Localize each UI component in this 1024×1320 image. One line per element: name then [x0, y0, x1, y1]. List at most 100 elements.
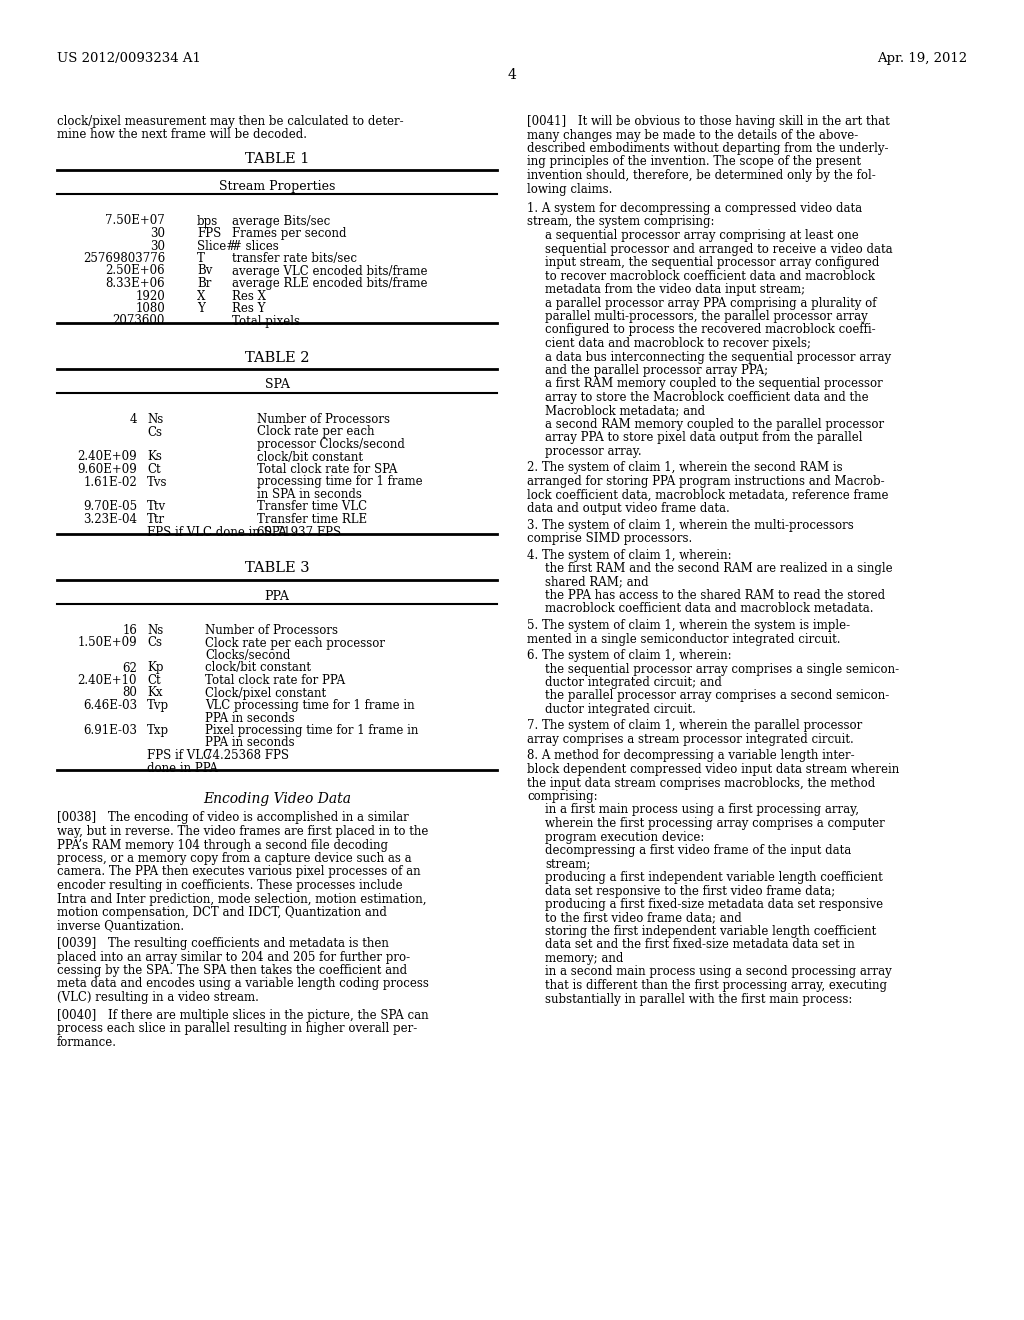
Text: SPA: SPA [264, 379, 290, 392]
Text: VLC processing time for 1 frame in: VLC processing time for 1 frame in [205, 700, 415, 711]
Text: Transfer time RLE: Transfer time RLE [257, 513, 368, 525]
Text: formance.: formance. [57, 1035, 117, 1048]
Text: Y: Y [197, 302, 205, 315]
Text: configured to process the recovered macroblock coeffi-: configured to process the recovered macr… [545, 323, 876, 337]
Text: way, but in reverse. The video frames are first placed in to the: way, but in reverse. The video frames ar… [57, 825, 428, 838]
Text: 60.71937 FPS: 60.71937 FPS [257, 525, 341, 539]
Text: many changes may be made to the details of the above-: many changes may be made to the details … [527, 128, 858, 141]
Text: 3.23E-04: 3.23E-04 [83, 513, 137, 525]
Text: bps: bps [197, 214, 218, 227]
Text: Clock/pixel constant: Clock/pixel constant [205, 686, 326, 700]
Text: mine how the next frame will be decoded.: mine how the next frame will be decoded. [57, 128, 307, 141]
Text: PPA: PPA [264, 590, 290, 602]
Text: array to store the Macroblock coefficient data and the: array to store the Macroblock coefficien… [545, 391, 868, 404]
Text: 74.25368 FPS: 74.25368 FPS [205, 748, 289, 762]
Text: cient data and macroblock to recover pixels;: cient data and macroblock to recover pix… [545, 337, 811, 350]
Text: macroblock coefficient data and macroblock metadata.: macroblock coefficient data and macroblo… [545, 602, 873, 615]
Text: Ttr: Ttr [147, 513, 165, 525]
Text: 6. The system of claim 1, wherein:: 6. The system of claim 1, wherein: [527, 649, 731, 663]
Text: meta data and encodes using a variable length coding process: meta data and encodes using a variable l… [57, 978, 429, 990]
Text: to the first video frame data; and: to the first video frame data; and [545, 912, 741, 924]
Text: 6.91E-03: 6.91E-03 [83, 723, 137, 737]
Text: 2.40E+10: 2.40E+10 [78, 675, 137, 686]
Text: input stream, the sequential processor array configured: input stream, the sequential processor a… [545, 256, 880, 269]
Text: stream, the system comprising:: stream, the system comprising: [527, 215, 715, 228]
Text: US 2012/0093234 A1: US 2012/0093234 A1 [57, 51, 201, 65]
Text: 8.33E+06: 8.33E+06 [105, 277, 165, 290]
Text: shared RAM; and: shared RAM; and [545, 576, 648, 589]
Text: parallel multi-processors, the parallel processor array: parallel multi-processors, the parallel … [545, 310, 867, 323]
Text: lowing claims.: lowing claims. [527, 182, 612, 195]
Text: Ttv: Ttv [147, 500, 166, 513]
Text: 30: 30 [150, 227, 165, 240]
Text: [0041] It will be obvious to those having skill in the art that: [0041] It will be obvious to those havin… [527, 115, 890, 128]
Text: Apr. 19, 2012: Apr. 19, 2012 [877, 51, 967, 65]
Text: Bv: Bv [197, 264, 212, 277]
Text: that is different than the first processing array, executing: that is different than the first process… [545, 979, 887, 993]
Text: Ns: Ns [147, 624, 163, 638]
Text: comprising:: comprising: [527, 789, 598, 803]
Text: 9.70E-05: 9.70E-05 [83, 500, 137, 513]
Text: wherein the first processing array comprises a computer: wherein the first processing array compr… [545, 817, 885, 830]
Text: Tvs: Tvs [147, 475, 168, 488]
Text: memory; and: memory; and [545, 952, 624, 965]
Text: FPS if VLC done in SPA: FPS if VLC done in SPA [147, 525, 287, 539]
Text: 9.60E+09: 9.60E+09 [77, 463, 137, 477]
Text: # slices: # slices [232, 239, 279, 252]
Text: Ns: Ns [147, 413, 163, 426]
Text: Number of Processors: Number of Processors [257, 413, 390, 426]
Text: [0040] If there are multiple slices in the picture, the SPA can: [0040] If there are multiple slices in t… [57, 1008, 429, 1022]
Text: 30: 30 [150, 239, 165, 252]
Text: Cs: Cs [147, 636, 162, 649]
Text: encoder resulting in coefficients. These processes include: encoder resulting in coefficients. These… [57, 879, 402, 892]
Text: motion compensation, DCT and IDCT, Quantization and: motion compensation, DCT and IDCT, Quant… [57, 906, 387, 919]
Text: described embodiments without departing from the underly-: described embodiments without departing … [527, 143, 889, 154]
Text: 2. The system of claim 1, wherein the second RAM is: 2. The system of claim 1, wherein the se… [527, 462, 843, 474]
Text: done in PPA: done in PPA [147, 762, 218, 775]
Text: storing the first independent variable length coefficient: storing the first independent variable l… [545, 925, 877, 939]
Text: 5. The system of claim 1, wherein the system is imple-: 5. The system of claim 1, wherein the sy… [527, 619, 850, 632]
Text: [0038] The encoding of video is accomplished in a similar: [0038] The encoding of video is accompli… [57, 812, 409, 825]
Text: array comprises a stream processor integrated circuit.: array comprises a stream processor integ… [527, 733, 854, 746]
Text: Stream Properties: Stream Properties [219, 180, 335, 193]
Text: in a first main process using a first processing array,: in a first main process using a first pr… [545, 804, 859, 817]
Text: metadata from the video data input stream;: metadata from the video data input strea… [545, 282, 805, 296]
Text: substantially in parallel with the first main process:: substantially in parallel with the first… [545, 993, 852, 1006]
Text: 1080: 1080 [135, 302, 165, 315]
Text: comprise SIMD processors.: comprise SIMD processors. [527, 532, 692, 545]
Text: Intra and Inter prediction, mode selection, motion estimation,: Intra and Inter prediction, mode selecti… [57, 892, 427, 906]
Text: mented in a single semiconductor integrated circuit.: mented in a single semiconductor integra… [527, 632, 841, 645]
Text: Ct: Ct [147, 463, 161, 477]
Text: Total pixels: Total pixels [232, 314, 300, 327]
Text: 62: 62 [122, 661, 137, 675]
Text: PPA in seconds: PPA in seconds [205, 737, 295, 750]
Text: PPA’s RAM memory 104 through a second file decoding: PPA’s RAM memory 104 through a second fi… [57, 838, 388, 851]
Text: the input data stream comprises macroblocks, the method: the input data stream comprises macroblo… [527, 776, 876, 789]
Text: cessing by the SPA. The SPA then takes the coefficient and: cessing by the SPA. The SPA then takes t… [57, 964, 408, 977]
Text: Pixel processing time for 1 frame in: Pixel processing time for 1 frame in [205, 723, 419, 737]
Text: TABLE 3: TABLE 3 [245, 561, 309, 576]
Text: camera. The PPA then executes various pixel processes of an: camera. The PPA then executes various pi… [57, 866, 421, 879]
Text: Ks: Ks [147, 450, 162, 463]
Text: a data bus interconnecting the sequential processor array: a data bus interconnecting the sequentia… [545, 351, 891, 363]
Text: data and output video frame data.: data and output video frame data. [527, 502, 730, 515]
Text: 16: 16 [122, 624, 137, 638]
Text: 1.61E-02: 1.61E-02 [83, 475, 137, 488]
Text: average RLE encoded bits/frame: average RLE encoded bits/frame [232, 277, 427, 290]
Text: processor Clocks/second: processor Clocks/second [257, 438, 404, 451]
Text: Tvp: Tvp [147, 700, 169, 711]
Text: a sequential processor array comprising at least one: a sequential processor array comprising … [545, 228, 859, 242]
Text: Macroblock metadata; and: Macroblock metadata; and [545, 404, 706, 417]
Text: 1. A system for decompressing a compressed video data: 1. A system for decompressing a compress… [527, 202, 862, 215]
Text: process, or a memory copy from a capture device such as a: process, or a memory copy from a capture… [57, 851, 412, 865]
Text: sequential processor and arranged to receive a video data: sequential processor and arranged to rec… [545, 243, 893, 256]
Text: Res X: Res X [232, 289, 266, 302]
Text: PPA in seconds: PPA in seconds [205, 711, 295, 725]
Text: Br: Br [197, 277, 211, 290]
Text: Cs: Cs [147, 425, 162, 438]
Text: (VLC) resulting in a video stream.: (VLC) resulting in a video stream. [57, 991, 259, 1005]
Text: Ct: Ct [147, 675, 161, 686]
Text: Kp: Kp [147, 661, 164, 675]
Text: Total clock rate for SPA: Total clock rate for SPA [257, 463, 397, 477]
Text: X: X [197, 289, 206, 302]
